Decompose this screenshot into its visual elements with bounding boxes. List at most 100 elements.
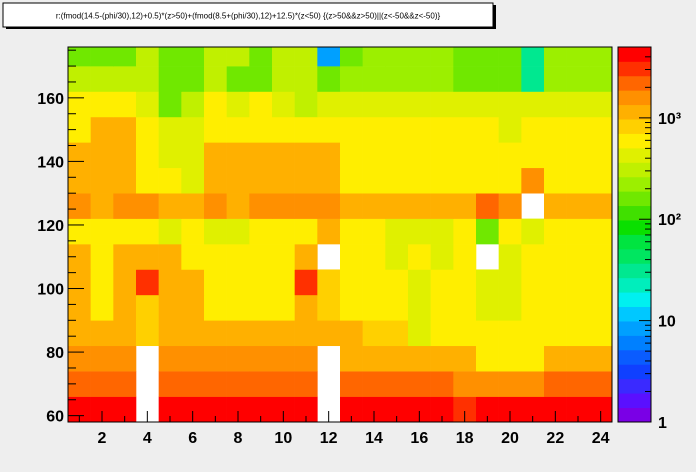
heatmap-cell xyxy=(566,345,590,372)
heatmap-cell xyxy=(521,116,545,143)
heatmap-cell xyxy=(294,320,318,347)
heatmap-cell xyxy=(362,345,386,372)
heatmap-cell xyxy=(453,218,477,245)
heatmap-cell xyxy=(204,47,227,67)
heatmap-cell xyxy=(90,91,114,118)
palette-swatch xyxy=(618,306,651,322)
heatmap-cell xyxy=(544,396,567,423)
heatmap-cell xyxy=(249,269,273,296)
heatmap-cell xyxy=(68,320,91,347)
heatmap-cell xyxy=(476,345,499,372)
heatmap-cell xyxy=(136,193,159,219)
heatmap-cell xyxy=(453,371,477,397)
heatmap-cell xyxy=(113,66,137,92)
heatmap-cell xyxy=(521,371,545,397)
heatmap-cell xyxy=(158,116,182,143)
heatmap-cell xyxy=(204,320,227,347)
palette-swatch xyxy=(618,133,651,149)
heatmap-cell xyxy=(476,193,499,219)
heatmap-cell xyxy=(521,142,545,169)
heatmap-cell xyxy=(113,269,137,296)
heatmap-cell xyxy=(521,244,545,270)
x-tick-label: 6 xyxy=(188,430,197,447)
heatmap-cell xyxy=(385,193,409,219)
heatmap-cell xyxy=(272,91,295,118)
heatmap-cell xyxy=(385,66,409,92)
heatmap-cell xyxy=(204,167,227,194)
palette-tick-label: 10³ xyxy=(658,111,681,128)
heatmap-cell xyxy=(453,47,477,67)
heatmap-cell xyxy=(566,371,590,397)
heatmap-cell xyxy=(181,193,205,219)
heatmap-cell xyxy=(498,193,522,219)
heatmap-cell xyxy=(158,66,182,92)
heatmap-cell xyxy=(181,345,205,372)
heatmap-cell xyxy=(408,167,431,194)
heatmap-cell xyxy=(294,116,318,143)
heatmap-cell xyxy=(362,244,386,270)
title-box-frame xyxy=(2,2,494,28)
heatmap-cell xyxy=(498,294,522,321)
heatmap-cell xyxy=(249,66,273,92)
heatmap-cell xyxy=(453,193,477,219)
heatmap-cell xyxy=(362,167,386,194)
heatmap-cell xyxy=(362,396,386,423)
heatmap-cell xyxy=(430,218,454,245)
heatmap-cell xyxy=(430,345,454,372)
heatmap-cell xyxy=(362,294,386,321)
heatmap-cell xyxy=(521,294,545,321)
heatmap-cell xyxy=(226,193,250,219)
heatmap-cell xyxy=(521,167,545,194)
heatmap-cell xyxy=(362,91,386,118)
x-tick-label: 8 xyxy=(234,430,243,447)
x-tick-label: 2 xyxy=(98,430,107,447)
heatmap-cell xyxy=(204,91,227,118)
heatmap-cell xyxy=(249,91,273,118)
heatmap-cell xyxy=(340,218,363,245)
heatmap-cell xyxy=(476,371,499,397)
heatmap-cell xyxy=(68,244,91,270)
heatmap-cell xyxy=(408,91,431,118)
heatmap-cell xyxy=(521,345,545,372)
heatmap-cell xyxy=(385,116,409,143)
heatmap-cell xyxy=(204,345,227,372)
heatmap-cell xyxy=(136,320,159,347)
heatmap-cell xyxy=(272,244,295,270)
heatmap-cell xyxy=(294,91,318,118)
heatmap-cell xyxy=(521,218,545,245)
heatmap-cell xyxy=(204,294,227,321)
title-box: r:(fmod(14.5-(phi/30),12)+0.5)*(z>50)+(f… xyxy=(2,2,496,29)
heatmap-cell xyxy=(408,269,431,296)
heatmap-cell xyxy=(272,320,295,347)
heatmap-cell xyxy=(204,218,227,245)
heatmap-cell xyxy=(544,66,567,92)
heatmap-cell xyxy=(317,116,341,143)
palette-swatch xyxy=(618,119,651,134)
heatmap-cell xyxy=(158,218,182,245)
heatmap-cell xyxy=(498,142,522,169)
heatmap-cell xyxy=(181,66,205,92)
heatmap-cell xyxy=(498,345,522,372)
heatmap-cell xyxy=(294,167,318,194)
heatmap-cell xyxy=(158,244,182,270)
heatmap-cell xyxy=(385,320,409,347)
heatmap-cell xyxy=(294,218,318,245)
heatmap-cell xyxy=(340,91,363,118)
heatmap-cell xyxy=(158,371,182,397)
heatmap-cell xyxy=(408,371,431,397)
heatmap-cell xyxy=(408,116,431,143)
heatmap-cell xyxy=(566,294,590,321)
palette-swatch xyxy=(618,234,651,250)
heatmap-cell xyxy=(589,116,613,143)
heatmap-cell xyxy=(476,218,499,245)
heatmap-cell xyxy=(136,218,159,245)
heatmap-cell xyxy=(158,193,182,219)
heatmap-cell xyxy=(544,294,567,321)
heatmap-cell xyxy=(476,294,499,321)
heatmap-cell xyxy=(158,142,182,169)
palette-swatch xyxy=(618,147,651,163)
heatmap-cell xyxy=(226,47,250,67)
heatmap-cell xyxy=(430,244,454,270)
palette-swatch xyxy=(618,176,651,192)
heatmap-cell xyxy=(294,371,318,397)
